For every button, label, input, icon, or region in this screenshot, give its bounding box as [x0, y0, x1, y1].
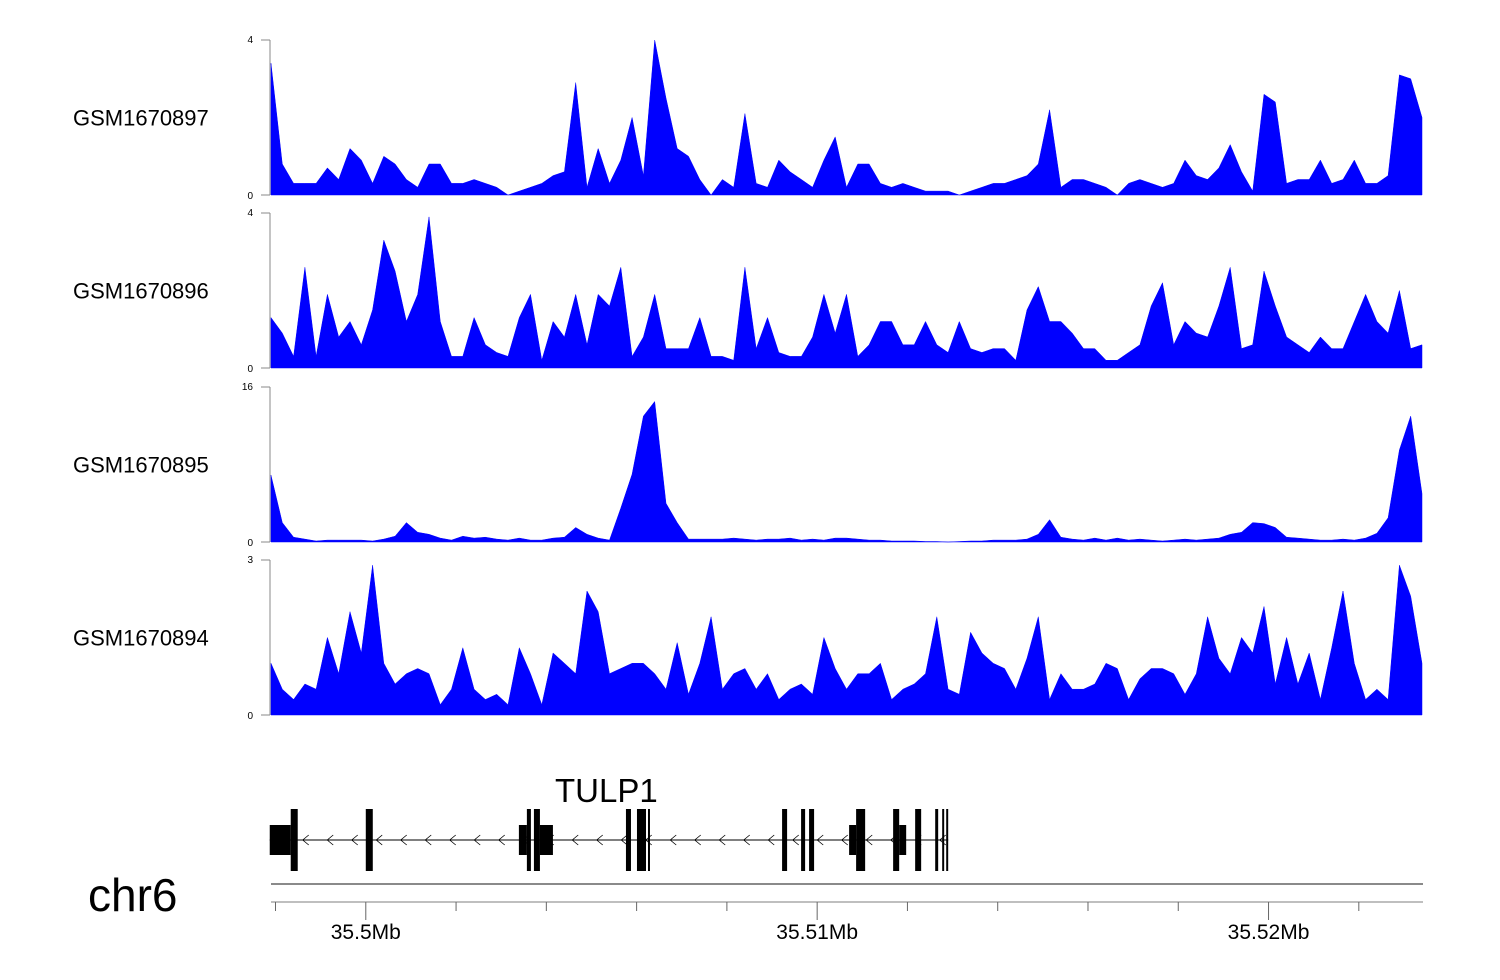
- strand-arrow-icon: [865, 834, 873, 846]
- exon-utr: [269, 825, 291, 855]
- strand-arrow-icon: [400, 834, 407, 846]
- strand-arrow-icon: [351, 834, 358, 846]
- strand-arrow-icon: [792, 834, 799, 846]
- axis-tick-label: 35.5Mb: [331, 921, 401, 944]
- track-label: GSM1670895: [73, 453, 209, 478]
- exon-coding: [625, 809, 631, 871]
- strand-arrow-icon: [694, 834, 701, 846]
- strand-arrow-icon: [498, 834, 505, 846]
- strand-arrow-icon: [669, 834, 677, 846]
- strand-arrow-icon: [449, 834, 456, 846]
- track-GSM1670894: GSM1670894 3 0: [73, 555, 1423, 722]
- exon-coding: [809, 809, 815, 871]
- exon-coding: [915, 809, 922, 871]
- signal-area: [270, 39, 1423, 196]
- track-label: GSM1670896: [73, 279, 209, 304]
- strand-arrow-icon: [596, 834, 603, 846]
- gene-track: TULP1: [269, 772, 949, 871]
- y-tick-label-max: 3: [247, 555, 253, 566]
- strand-arrow-icon: [302, 834, 309, 846]
- exon-coding: [636, 809, 647, 871]
- signal-area: [270, 565, 1423, 716]
- exon-utr: [849, 825, 857, 855]
- exon-utr: [899, 825, 907, 855]
- track-GSM1670897: GSM1670897 4 0: [73, 35, 1423, 202]
- y-tick-label-min: 0: [247, 711, 253, 722]
- signal-area: [270, 216, 1423, 369]
- strand-arrow-icon: [816, 834, 824, 846]
- strand-arrow-icon: [767, 834, 775, 846]
- y-tick-label-max: 4: [247, 208, 253, 219]
- strand-arrow-icon: [718, 834, 726, 846]
- exon-coding: [647, 809, 650, 871]
- track-GSM1670895: GSM1670895 16 0: [73, 382, 1423, 549]
- axis-tick-label: 35.51Mb: [776, 921, 858, 944]
- strand-arrow-icon: [620, 834, 628, 846]
- exon-coding: [942, 809, 945, 871]
- genome-axis: chr6 35.5Mb 35.51Mb 35.52Mb: [88, 869, 1423, 944]
- strand-arrow-icon: [326, 834, 334, 846]
- track-label: GSM1670897: [73, 106, 209, 131]
- chromosome-label: chr6: [88, 869, 177, 921]
- strand-arrow-icon: [473, 834, 481, 846]
- exon-coding: [365, 809, 373, 871]
- y-tick-label-max: 16: [242, 382, 254, 393]
- strand-arrow-icon: [571, 834, 579, 846]
- strand-arrow-icon: [743, 834, 750, 846]
- exon-coding: [856, 809, 866, 871]
- strand-arrow-icon: [375, 834, 383, 846]
- gene-label: TULP1: [555, 772, 658, 809]
- strand-arrow-icon: [841, 834, 848, 846]
- exon-coding: [801, 809, 806, 871]
- y-tick-label-min: 0: [247, 364, 253, 375]
- axis-tick-label: 35.52Mb: [1228, 921, 1310, 944]
- y-tick-label-min: 0: [247, 191, 253, 202]
- y-tick-label-max: 4: [247, 35, 253, 46]
- track-GSM1670896: GSM1670896 4 0: [73, 208, 1423, 375]
- exon-coding: [782, 809, 788, 871]
- strand-arrow-icon: [424, 834, 432, 846]
- track-label: GSM1670894: [73, 626, 209, 651]
- exon-utr: [539, 825, 553, 855]
- exon-utr: [518, 825, 527, 855]
- y-tick-label-min: 0: [247, 538, 253, 549]
- exon-coding: [946, 809, 949, 871]
- exon-coding: [533, 809, 540, 871]
- exon-coding: [893, 809, 900, 871]
- data-tracks: GSM167089740GSM167089640GSM1670895160GSM…: [73, 35, 1423, 722]
- exon-coding: [526, 809, 531, 871]
- exon-coding: [290, 809, 298, 871]
- exon-coding: [935, 809, 939, 871]
- signal-area: [270, 400, 1423, 543]
